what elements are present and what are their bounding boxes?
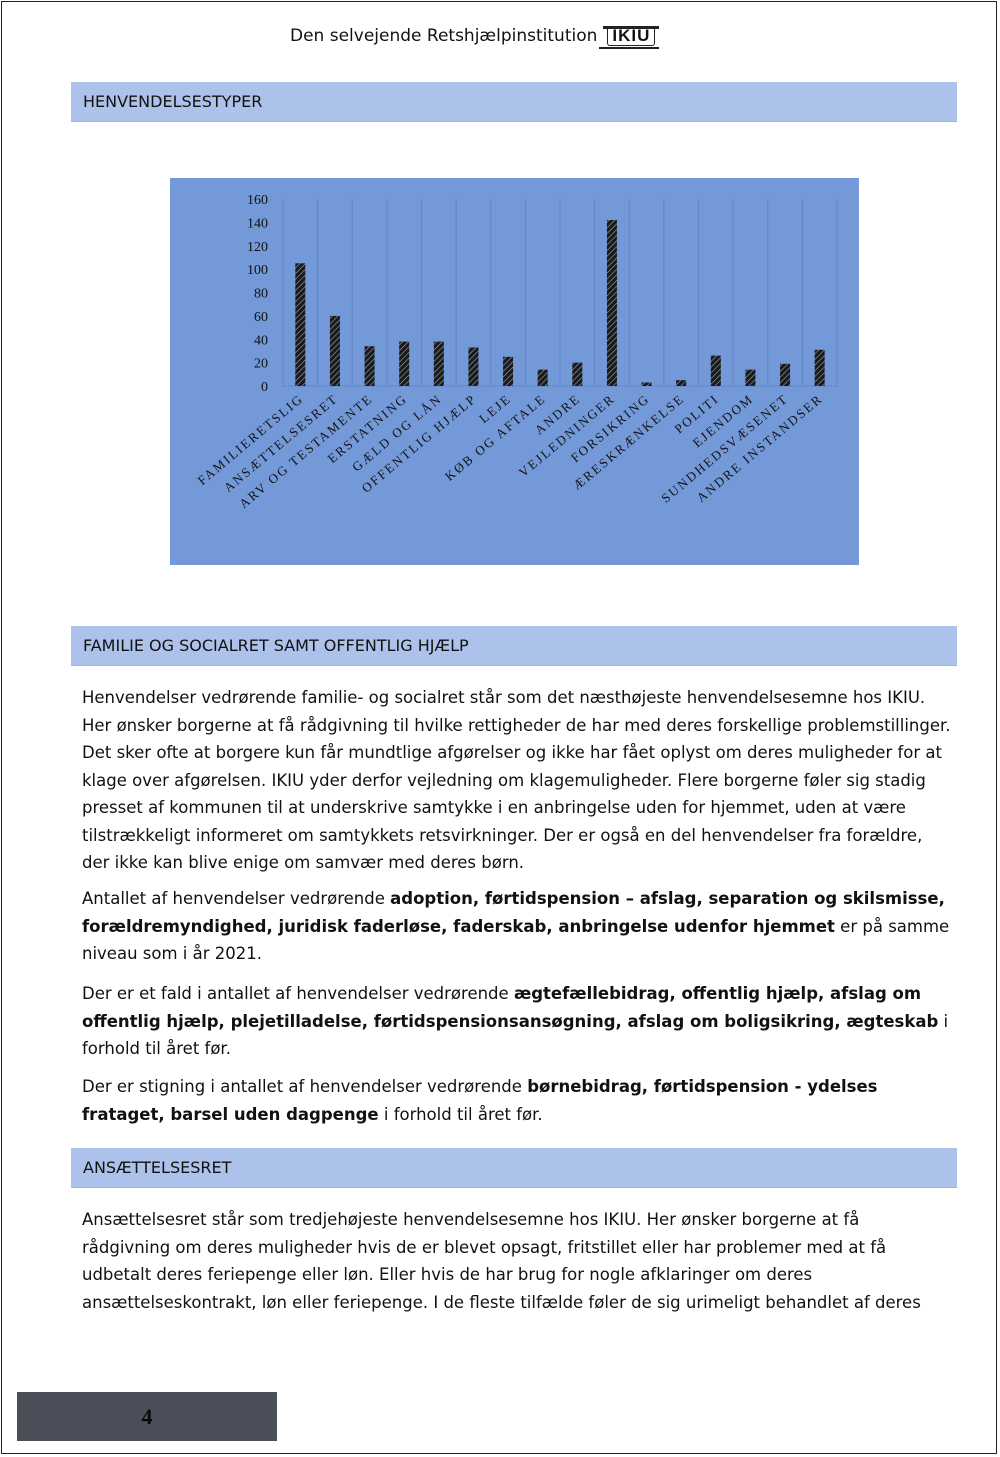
y-tick-label: 160 [247, 193, 268, 208]
chart-bar [710, 355, 721, 386]
family-paragraph-4: Der er stigning i antallet af henvendels… [82, 1077, 878, 1124]
page-number-box: 4 [17, 1392, 277, 1441]
chart-bar [503, 356, 514, 386]
chart-bar [295, 263, 306, 386]
y-tick-label: 20 [254, 357, 268, 372]
page-header: Den selvejende Retshjælpinstitution IKIU [290, 26, 660, 49]
family-paragraph-4-bold: børnebidrag, førtidspension - ydelses fr… [82, 1077, 878, 1124]
family-paragraph-3: Der er et fald i antallet af henvendelse… [82, 984, 949, 1058]
chart-bar [676, 380, 687, 386]
chart-bar [780, 363, 791, 386]
ikiu-logo: IKIU [599, 26, 660, 49]
institution-name: Den selvejende Retshjælpinstitution [290, 26, 598, 46]
family-paragraph-2: Antallet af henvendelser vedrørende adop… [82, 889, 950, 963]
x-category-label: ARV OG TESTAMENTE [236, 391, 375, 511]
y-tick-label: 40 [254, 333, 268, 348]
y-tick-label: 0 [261, 380, 268, 395]
family-paragraph-3-bold: ægtefællebidrag, offentlig hjælp, afslag… [82, 984, 939, 1031]
chart-bar [814, 349, 825, 386]
page-number: 4 [141, 1404, 153, 1429]
y-tick-label: 100 [247, 263, 268, 278]
chart-bar [329, 315, 340, 386]
section-heading-types: HENVENDELSESTYPER [71, 82, 957, 122]
chart-bar [641, 382, 652, 386]
section-heading-employment: ANSÆTTELSESRET [71, 1148, 957, 1188]
chart-bar [399, 341, 410, 386]
employment-paragraph-1: Ansættelsesret står som tredjehøjeste he… [82, 1210, 921, 1312]
family-paragraph-1: Henvendelser vedrørende familie- og soci… [82, 688, 951, 872]
chart-bar [606, 220, 617, 386]
chart-bar [364, 346, 375, 386]
chart-bar [433, 341, 444, 386]
y-tick-label: 120 [247, 240, 268, 255]
section-heading-family: FAMILIE OG SOCIALRET SAMT OFFENTLIG HJÆL… [71, 626, 957, 666]
chart-bar [537, 369, 548, 386]
bar-chart: 0 20 40 60 80 100 120 140 160 FAMILIERETSLIG ANSÆ… [170, 178, 859, 565]
chart-bar [572, 362, 583, 386]
chart-bar [468, 347, 479, 386]
y-tick-label: 140 [247, 216, 268, 231]
logo-text: IKIU [607, 26, 656, 46]
chart-bar [745, 369, 756, 386]
y-tick-label: 80 [254, 287, 268, 302]
family-paragraph-2-bold: adoption, førtidspension – afslag, separ… [82, 889, 945, 936]
y-tick-label: 60 [254, 310, 268, 325]
